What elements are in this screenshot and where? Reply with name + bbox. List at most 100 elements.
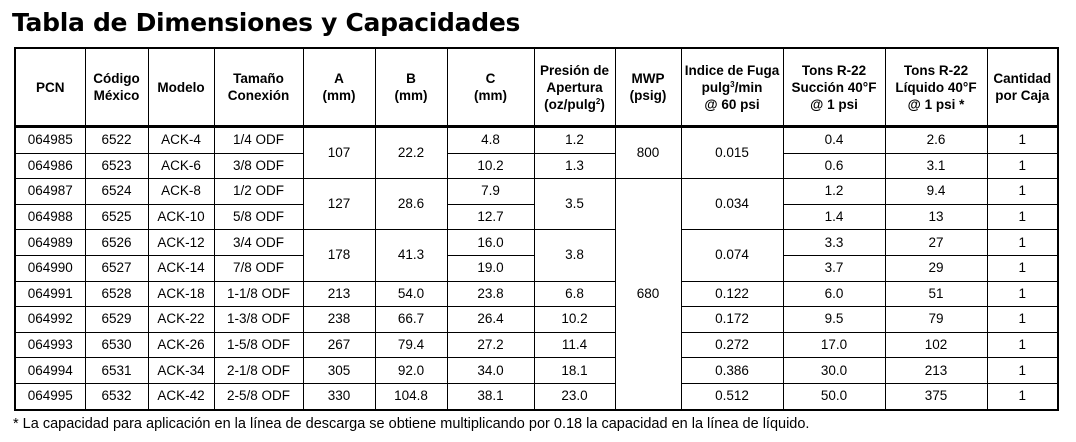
- cell-b: 54.0: [374, 280, 448, 308]
- cell-succion: 0.6: [782, 152, 886, 180]
- cell-pcn: 064988: [14, 203, 86, 231]
- header-fuga: Indice de Fuga pulg3/min @ 60 psi: [680, 47, 784, 128]
- cell-liquido: 29: [884, 254, 988, 282]
- cell-tamano: 2-1/8 ODF: [213, 357, 304, 384]
- cell-modelo: ACK-12: [147, 229, 215, 256]
- header-modelo: Modelo: [147, 47, 215, 128]
- cell-succion: 9.5: [782, 306, 886, 333]
- table-row: 064985 6522 ACK-4 1/4 ODF 107 22.2 4.8 1…: [14, 125, 1059, 180]
- table-row: 064991 6528 ACK-18 1-1/8 ODF 213 54.0 23…: [14, 280, 1059, 308]
- cell-codigo: 6527: [84, 254, 149, 282]
- cell-c: 23.8: [446, 280, 535, 308]
- header-pcn: PCN: [14, 47, 86, 128]
- cell-liquido: 3.1: [884, 152, 988, 180]
- cell-codigo: 6524: [84, 178, 149, 205]
- header-a: A (mm): [302, 47, 376, 128]
- table-row: 064989 6526 ACK-12 3/4 ODF 178 41.3 16.0…: [14, 229, 1059, 282]
- cell-cantidad: 1: [986, 152, 1059, 180]
- cell-cantidad: 1: [986, 126, 1059, 154]
- cell-pcn: 064995: [14, 382, 86, 411]
- cell-tamano: 3/4 ODF: [213, 229, 304, 256]
- cell-succion: 3.3: [782, 229, 886, 256]
- cell-tamano: 1-1/8 ODF: [213, 280, 304, 308]
- cell-fuga: 0.122: [680, 280, 784, 308]
- cell-codigo: 6526: [84, 229, 149, 256]
- header-b: B (mm): [374, 47, 448, 128]
- cell-c: 26.4: [446, 306, 535, 333]
- cell-liquido: 102: [884, 331, 988, 359]
- cell-codigo: 6531: [84, 357, 149, 384]
- cell-modelo: ACK-6: [147, 152, 215, 180]
- dimensions-capacities-table: PCN Código México Modelo Tamaño Conexión A…: [14, 47, 1059, 411]
- cell-c: 4.8: [446, 126, 535, 154]
- cell-succion: 1.2: [782, 178, 886, 205]
- cell-presion: 11.4: [533, 331, 616, 359]
- cell-codigo: 6532: [84, 382, 149, 411]
- cell-cantidad: 1: [986, 357, 1059, 384]
- cell-tamano: 1-3/8 ODF: [213, 306, 304, 333]
- cell-pcn: 064985: [14, 126, 86, 154]
- cell-presion: 1.3: [533, 152, 616, 180]
- page-title: Tabla de Dimensiones y Capacidades: [12, 8, 521, 37]
- cell-fuga: 0.015: [680, 125, 784, 180]
- cell-tamano: 3/8 ODF: [213, 152, 304, 180]
- footnote: * La capacidad para aplicación en la lín…: [13, 416, 810, 432]
- cell-pcn: 064991: [14, 280, 86, 308]
- cell-modelo: ACK-42: [147, 382, 215, 411]
- cell-tamano: 7/8 ODF: [213, 254, 304, 282]
- cell-presion: 1.2: [533, 126, 616, 154]
- cell-modelo: ACK-8: [147, 178, 215, 205]
- cell-pcn: 064987: [14, 178, 86, 205]
- cell-presion: 18.1: [533, 357, 616, 384]
- cell-cantidad: 1: [986, 306, 1059, 333]
- cell-a: 127: [302, 178, 376, 231]
- cell-cantidad: 1: [986, 254, 1059, 282]
- cell-succion: 0.4: [782, 126, 886, 154]
- cell-presion: 3.8: [533, 229, 616, 282]
- cell-modelo: ACK-18: [147, 280, 215, 308]
- cell-tamano: 5/8 ODF: [213, 203, 304, 231]
- cell-a: 238: [302, 306, 376, 333]
- cell-succion: 30.0: [782, 357, 886, 384]
- cell-succion: 6.0: [782, 280, 886, 308]
- cell-tamano: 1-5/8 ODF: [213, 331, 304, 359]
- cell-pcn: 064986: [14, 152, 86, 180]
- cell-a: 178: [302, 229, 376, 282]
- table-row: 064995 6532 ACK-42 2-5/8 ODF 330 104.8 3…: [14, 382, 1059, 411]
- cell-pcn: 064993: [14, 331, 86, 359]
- cell-succion: 1.4: [782, 203, 886, 231]
- cell-liquido: 9.4: [884, 178, 988, 205]
- cell-c: 34.0: [446, 357, 535, 384]
- cell-tamano: 2-5/8 ODF: [213, 382, 304, 411]
- cell-b: 104.8: [374, 382, 448, 411]
- cell-codigo: 6523: [84, 152, 149, 180]
- cell-codigo: 6522: [84, 126, 149, 154]
- cell-pcn: 064992: [14, 306, 86, 333]
- cell-presion: 6.8: [533, 280, 616, 308]
- cell-mwp: 680: [614, 178, 682, 411]
- cell-succion: 50.0: [782, 382, 886, 411]
- cell-pcn: 064994: [14, 357, 86, 384]
- cell-b: 66.7: [374, 306, 448, 333]
- cell-liquido: 13: [884, 203, 988, 231]
- table-row: 064987 6524 ACK-8 1/2 ODF 127 28.6 7.9 3…: [14, 178, 1059, 411]
- table-row: 064994 6531 ACK-34 2-1/8 ODF 305 92.0 34…: [14, 357, 1059, 384]
- cell-liquido: 2.6: [884, 126, 988, 154]
- table-row: 064988 6525 ACK-10 5/8 ODF 12.7 1.4 13 1: [14, 203, 1059, 231]
- cell-codigo: 6529: [84, 306, 149, 333]
- cell-codigo: 6525: [84, 203, 149, 231]
- header-presion: Presión de Apertura (oz/pulg2): [533, 47, 616, 128]
- cell-cantidad: 1: [986, 382, 1059, 411]
- cell-cantidad: 1: [986, 229, 1059, 256]
- cell-c: 12.7: [446, 203, 535, 231]
- cell-modelo: ACK-10: [147, 203, 215, 231]
- cell-modelo: ACK-34: [147, 357, 215, 384]
- cell-b: 92.0: [374, 357, 448, 384]
- header-tamano: Tamaño Conexión: [213, 47, 304, 128]
- cell-c: 27.2: [446, 331, 535, 359]
- cell-tamano: 1/4 ODF: [213, 126, 304, 154]
- cell-b: 22.2: [374, 125, 448, 180]
- cell-modelo: ACK-22: [147, 306, 215, 333]
- cell-codigo: 6530: [84, 331, 149, 359]
- header-succion: Tons R-22 Succión 40°F @ 1 psi: [782, 47, 886, 128]
